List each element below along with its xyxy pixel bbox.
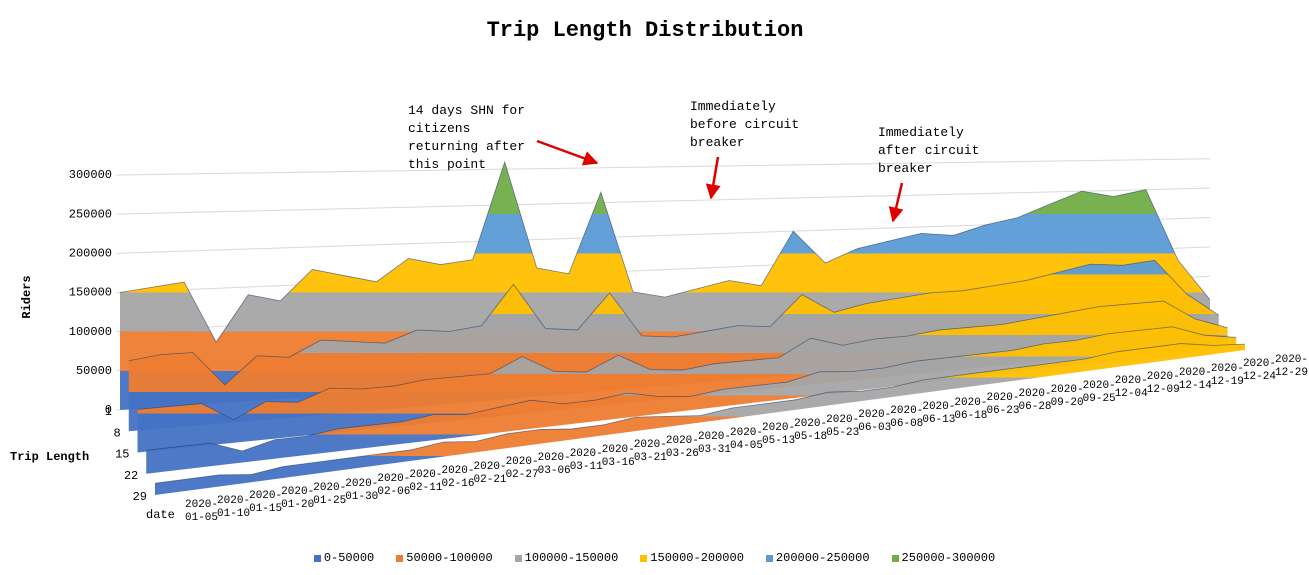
surface-line xyxy=(154,343,1246,484)
z-tick-label: 15 xyxy=(115,448,129,462)
legend-label: 150000-200000 xyxy=(650,551,744,565)
x-tick-label: 2020-02-11 xyxy=(409,469,443,495)
legend-item: 0-50000 xyxy=(313,551,375,565)
surface: 18 15 22 29 xyxy=(105,160,1246,504)
legend-item: 200000-250000 xyxy=(765,551,870,565)
legend-swatch xyxy=(396,554,404,562)
x-tick-label: 2020-06-23 xyxy=(986,392,1020,418)
x-tick-label: 2020-12-24 xyxy=(1242,358,1276,384)
legend-swatch xyxy=(640,554,648,562)
x-tick-label: 2020-06-03 xyxy=(858,409,892,435)
annotation: 14 days SHN for citizens returning after… xyxy=(408,103,526,172)
x-tick-label: 2020-09-20 xyxy=(1050,383,1084,409)
legend-label: 50000-100000 xyxy=(406,551,493,565)
x-tick-label: 2020-03-26 xyxy=(665,435,699,461)
y-tick-label: 0 xyxy=(105,403,112,417)
legend-label: 200000-250000 xyxy=(775,551,870,565)
x-tick-label: 2020-05-23 xyxy=(826,413,860,439)
x-tick-label: 2020-03-21 xyxy=(633,439,667,465)
y-tick-label: 50000 xyxy=(76,364,112,378)
x-tick-label: 2020-01-05 xyxy=(185,499,219,524)
legend-label: 100000-150000 xyxy=(524,551,619,565)
legend-item: 250000-300000 xyxy=(891,551,996,565)
z-axis-title: Trip Length xyxy=(10,450,89,464)
chart-title: Trip Length Distribution xyxy=(487,18,804,43)
legend: 0-50000 50000-100000 100000-150000 150000-2… xyxy=(0,551,1309,565)
surface-line xyxy=(128,259,1219,386)
x-tick-label: 2020-12-14 xyxy=(1178,366,1212,392)
x-tick-label: 2020-06-28 xyxy=(1018,388,1052,414)
y-tick-label: 200000 xyxy=(69,247,112,261)
x-tick-label: 2020-03-16 xyxy=(601,443,635,469)
legend-item: 150000-200000 xyxy=(640,551,744,565)
annotation-arrow xyxy=(536,139,599,166)
legend-swatch xyxy=(514,554,522,562)
z-tick-label: 29 xyxy=(133,490,147,504)
x-tick-label: 2020-06-08 xyxy=(890,405,924,431)
x-tick-label: 2020-12-09 xyxy=(1146,371,1180,397)
surface-fill xyxy=(137,301,1228,453)
x-tick-label: 2020-04-05 xyxy=(730,426,764,452)
x-tick-label: 2020-01-20 xyxy=(281,486,315,512)
x-tick-label: 2020-02-27 xyxy=(505,456,539,482)
annotation-arrow xyxy=(888,182,904,223)
x-tick-label: 2020-12-19 xyxy=(1210,362,1244,388)
z-tick-label: 22 xyxy=(124,469,138,483)
x-tick-label: 2020-01-30 xyxy=(345,477,379,503)
grid-line xyxy=(115,158,1211,176)
x-tick-label: 2020-06-18 xyxy=(954,396,988,422)
x-tick-label: 2020-03-11 xyxy=(569,447,603,473)
z-tick-label: 8 xyxy=(114,426,121,440)
x-tick-label: 2020-02-16 xyxy=(441,464,475,490)
x-tick-label: 2020-03-31 xyxy=(697,430,731,456)
annotation: Immediately before circuit breaker xyxy=(690,99,800,150)
legend-swatch xyxy=(313,554,321,562)
x-tick-label: 2020-02-21 xyxy=(473,460,507,486)
x-tick-label: 2020-05-18 xyxy=(794,417,828,443)
legend-label: 0-50000 xyxy=(323,551,375,565)
x-tick-label: 2020-05-13 xyxy=(762,422,796,448)
x-tick-label: 2020-01-25 xyxy=(313,481,347,507)
y-tick-label: 300000 xyxy=(69,168,112,182)
surface-line xyxy=(146,326,1237,452)
annotation: Immediately after circuit breaker xyxy=(878,125,980,176)
x-tick-label: 2020-01-10 xyxy=(217,494,251,520)
surface-fill xyxy=(155,343,1245,495)
x-tick-label: 2020-01-15 xyxy=(249,490,283,516)
x-tick-label: 2020-03-06 xyxy=(537,452,571,478)
y-tick-label: 150000 xyxy=(69,286,112,300)
legend-swatch xyxy=(891,554,899,562)
z-tick-label: 1 xyxy=(105,405,112,419)
surface-line xyxy=(137,300,1228,421)
grid-line xyxy=(115,187,1211,215)
surface-fill xyxy=(146,326,1237,474)
x-tick-label: 2020-12-04 xyxy=(1114,375,1148,401)
legend-label: 250000-300000 xyxy=(901,551,996,565)
surface-line xyxy=(119,160,1211,343)
x-tick-label: 2020-02-06 xyxy=(377,473,411,499)
annotation-arrow xyxy=(705,156,721,200)
legend-item: 100000-150000 xyxy=(514,551,619,565)
x-tick-label: 2020-06-13 xyxy=(922,400,956,426)
x-tick-label: 2020-12-29 xyxy=(1275,354,1309,379)
legend-item: 50000-100000 xyxy=(396,551,493,565)
y-tick-label: 250000 xyxy=(69,207,112,221)
x-axis-title: date xyxy=(146,508,175,522)
y-tick-label: 100000 xyxy=(69,325,112,339)
x-tick-label: 2020-09-25 xyxy=(1082,379,1116,405)
legend-swatch xyxy=(765,554,773,562)
y-axis-title: Riders xyxy=(20,275,34,318)
